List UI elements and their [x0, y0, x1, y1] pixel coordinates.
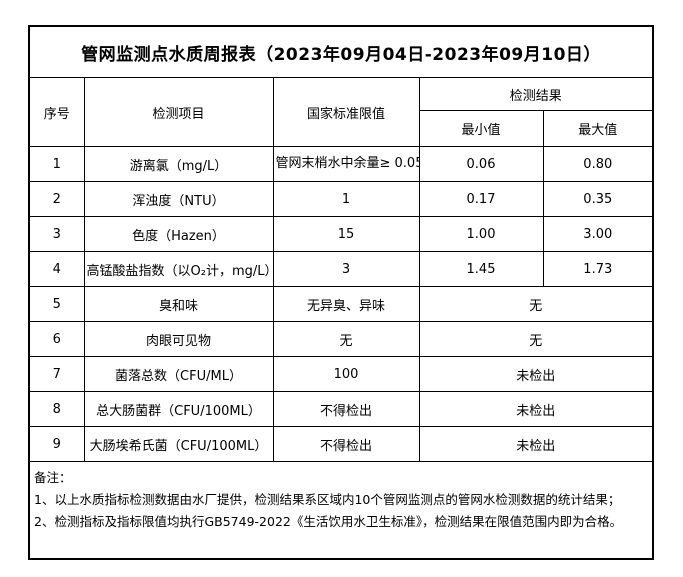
- table-row: 3 色度（Hazen） 15 1.00 3.00: [28, 216, 654, 252]
- cell-standard: 不得检出: [272, 426, 420, 462]
- col-header-min: 最小值: [418, 110, 544, 147]
- header-row-top: 序号 检测项目 国家标准限值 检测结果: [28, 77, 654, 147]
- cell-item: 菌落总数（CFU/ML）: [83, 356, 274, 392]
- cell-no: 5: [28, 286, 85, 322]
- report-frame: 管网监测点水质周报表（2023年09月04日-2023年09月10日） 序号 检…: [28, 25, 655, 560]
- notes-row: 备注： 1、以上水质指标检测数据由水厂提供，检测结果系区域内10个管网监测点的管…: [28, 461, 654, 560]
- cell-standard: 无异臭、异味: [272, 286, 420, 322]
- cell-max: 1.73: [542, 251, 654, 287]
- cell-result-merged: 未检出: [418, 426, 654, 462]
- cell-standard: 3: [272, 251, 420, 287]
- cell-item: 总大肠菌群（CFU/100ML）: [83, 391, 274, 427]
- cell-min: 1.45: [418, 251, 544, 287]
- cell-no: 8: [28, 391, 85, 427]
- cell-result-merged: 无: [418, 286, 654, 322]
- cell-max: 3.00: [542, 216, 654, 252]
- cell-item: 高锰酸盐指数（以O₂计，mg/L）: [83, 251, 274, 287]
- water-quality-table: 管网监测点水质周报表（2023年09月04日-2023年09月10日） 序号 检…: [28, 25, 655, 560]
- cell-item: 臭和味: [83, 286, 274, 322]
- cell-no: 2: [28, 181, 85, 217]
- col-header-standard: 国家标准限值: [272, 77, 420, 147]
- col-header-item: 检测项目: [83, 77, 274, 147]
- col-header-max: 最大值: [542, 110, 654, 147]
- cell-standard: 15: [272, 216, 420, 252]
- cell-result-merged: 未检出: [418, 391, 654, 427]
- cell-item: 游离氯（mg/L）: [83, 146, 274, 182]
- cell-item: 大肠埃希氏菌（CFU/100ML）: [83, 426, 274, 462]
- note-line-1: 1、以上水质指标检测数据由水厂提供，检测结果系区域内10个管网监测点的管网水检测…: [34, 492, 621, 507]
- cell-item: 肉眼可见物: [83, 321, 274, 357]
- table-row: 8 总大肠菌群（CFU/100ML） 不得检出 未检出: [28, 391, 654, 427]
- title-row: 管网监测点水质周报表（2023年09月04日-2023年09月10日）: [28, 25, 654, 78]
- notes-label: 备注：: [34, 470, 72, 485]
- cell-standard: 不得检出: [272, 391, 420, 427]
- table-row: 2 浑浊度（NTU） 1 0.17 0.35: [28, 181, 654, 217]
- col-header-no: 序号: [28, 77, 85, 147]
- cell-no: 9: [28, 426, 85, 462]
- cell-item: 色度（Hazen）: [83, 216, 274, 252]
- cell-max: 0.35: [542, 181, 654, 217]
- table-row: 1 游离氯（mg/L） 管网末梢水中余量≥ 0.05，≤2 0.06 0.80: [28, 146, 654, 182]
- table-row: 5 臭和味 无异臭、异味 无: [28, 286, 654, 322]
- note-line-2: 2、检测指标及指标限值均执行GB5749-2022《生活饮用水卫生标准》，检测结…: [34, 514, 623, 529]
- cell-no: 4: [28, 251, 85, 287]
- cell-min: 0.17: [418, 181, 544, 217]
- table-row: 6 肉眼可见物 无 无: [28, 321, 654, 357]
- cell-no: 3: [28, 216, 85, 252]
- cell-result-merged: 无: [418, 321, 654, 357]
- cell-standard: 管网末梢水中余量≥ 0.05，≤2: [272, 146, 420, 182]
- header-row-sub: 最小值 最大值: [29, 110, 654, 147]
- cell-result-merged: 未检出: [418, 356, 654, 392]
- notes-cell: 备注： 1、以上水质指标检测数据由水厂提供，检测结果系区域内10个管网监测点的管…: [28, 461, 654, 560]
- cell-min: 0.06: [418, 146, 544, 182]
- cell-no: 6: [28, 321, 85, 357]
- cell-min: 1.00: [418, 216, 544, 252]
- cell-no: 1: [28, 146, 85, 182]
- col-header-result: 检测结果: [418, 77, 654, 111]
- table-row: 4 高锰酸盐指数（以O₂计，mg/L） 3 1.45 1.73: [28, 251, 654, 287]
- cell-standard: 100: [272, 356, 420, 392]
- cell-standard: 无: [272, 321, 420, 357]
- cell-standard: 1: [272, 181, 420, 217]
- page-title: 管网监测点水质周报表（2023年09月04日-2023年09月10日）: [28, 25, 654, 78]
- cell-max: 0.80: [542, 146, 654, 182]
- table-row: 7 菌落总数（CFU/ML） 100 未检出: [28, 356, 654, 392]
- cell-item: 浑浊度（NTU）: [83, 181, 274, 217]
- table-row: 9 大肠埃希氏菌（CFU/100ML） 不得检出 未检出: [28, 426, 654, 462]
- cell-no: 7: [28, 356, 85, 392]
